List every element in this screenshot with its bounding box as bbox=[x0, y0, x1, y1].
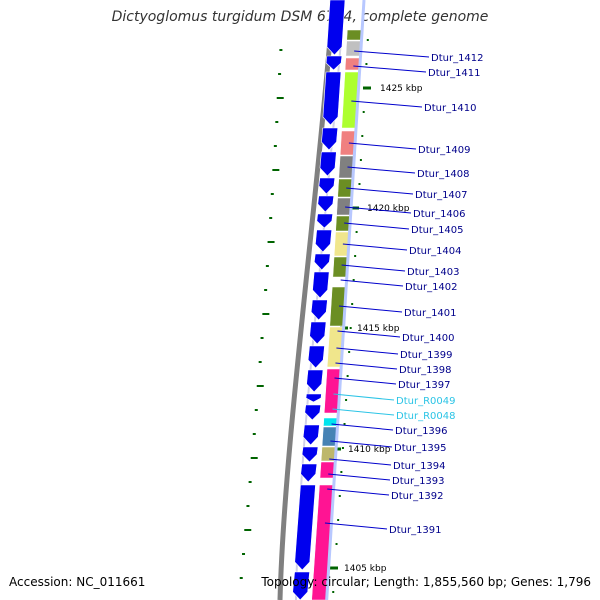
forward-cds-arrow bbox=[309, 321, 327, 345]
gene-label[interactable]: Dtur_1394 bbox=[393, 461, 446, 472]
forward-cds-arrow bbox=[312, 271, 330, 299]
gene-label[interactable]: Dtur_1406 bbox=[413, 209, 466, 220]
leader-line bbox=[324, 522, 388, 530]
forward-cds-arrow bbox=[300, 463, 318, 483]
leader-line bbox=[338, 305, 403, 313]
rail bbox=[325, 0, 366, 600]
leader-line bbox=[335, 362, 398, 370]
gene-label[interactable]: Dtur_1395 bbox=[394, 443, 447, 454]
gene-label[interactable]: Dtur_1393 bbox=[392, 476, 445, 487]
leader-line bbox=[328, 473, 391, 481]
gene-label[interactable]: Dtur_R0048 bbox=[396, 411, 455, 422]
leader-line bbox=[340, 279, 404, 287]
gene-label[interactable]: Dtur_1403 bbox=[407, 267, 460, 278]
leader-line bbox=[348, 142, 417, 150]
gene-label[interactable]: Dtur_1398 bbox=[399, 365, 452, 376]
cds-block bbox=[311, 484, 334, 600]
forward-cds-arrow bbox=[315, 229, 333, 253]
forward-strand-track bbox=[292, 0, 346, 600]
leader-line bbox=[337, 330, 401, 338]
leader-line bbox=[331, 423, 394, 431]
forward-cds-arrow bbox=[317, 195, 335, 213]
forward-cds-arrow bbox=[307, 345, 325, 369]
forward-cds-arrow bbox=[305, 393, 322, 403]
leader-line bbox=[353, 65, 427, 73]
leader-line bbox=[333, 393, 395, 401]
leader-line bbox=[351, 100, 423, 108]
gene-label[interactable]: Dtur_1405 bbox=[411, 225, 464, 236]
gene-label[interactable]: Dtur_1396 bbox=[395, 426, 448, 437]
leader-line bbox=[332, 408, 395, 416]
gene-label[interactable]: Dtur_1408 bbox=[417, 169, 470, 180]
gene-label[interactable]: Dtur_1407 bbox=[415, 190, 468, 201]
forward-cds-arrow bbox=[322, 71, 342, 126]
gene-label[interactable]: Dtur_1412 bbox=[431, 53, 484, 64]
gene-label[interactable]: Dtur_1402 bbox=[405, 282, 458, 293]
leader-line bbox=[336, 347, 399, 355]
gene-label[interactable]: Dtur_1401 bbox=[404, 308, 457, 319]
gene-label[interactable]: Dtur_1404 bbox=[409, 246, 462, 257]
cds-block bbox=[319, 461, 336, 479]
gene-label[interactable]: Dtur_1392 bbox=[391, 491, 444, 502]
scale-label-1415: 1415 kbp bbox=[357, 324, 400, 334]
gene-label[interactable]: Dtur_1409 bbox=[418, 145, 471, 156]
forward-cds-arrow bbox=[301, 446, 319, 463]
forward-cds-arrow bbox=[306, 369, 324, 393]
forward-cds-arrow bbox=[321, 127, 339, 151]
gene-label[interactable]: Dtur_1400 bbox=[402, 333, 455, 344]
forward-cds-arrow bbox=[326, 0, 346, 56]
cds-block bbox=[320, 446, 337, 462]
gene-label[interactable]: Dtur_1397 bbox=[398, 380, 451, 391]
gene-label[interactable]: Dtur_R0049 bbox=[396, 396, 455, 407]
scale-arc bbox=[237, 39, 283, 600]
cds-block bbox=[346, 29, 362, 41]
leader-line bbox=[329, 458, 392, 466]
forward-cds-arrow bbox=[319, 151, 337, 177]
forward-cds-arrow bbox=[316, 213, 334, 229]
leader-line bbox=[344, 222, 410, 230]
forward-cds-arrow bbox=[292, 571, 310, 600]
leader-line bbox=[341, 264, 406, 272]
leader-line bbox=[334, 377, 397, 385]
gene-label[interactable]: Dtur_1391 bbox=[389, 525, 442, 536]
gene-label[interactable]: Dtur_1411 bbox=[428, 68, 481, 79]
scale-label-1405: 1405 kbp bbox=[344, 564, 387, 574]
scale-label-1425: 1425 kbp bbox=[380, 84, 423, 94]
forward-cds-arrow bbox=[294, 484, 316, 571]
forward-cds-arrow bbox=[310, 299, 328, 321]
leader-line bbox=[347, 166, 416, 174]
leader-line bbox=[327, 488, 390, 496]
leader-line bbox=[346, 187, 414, 195]
cds-color-track bbox=[311, 0, 366, 600]
leader-line bbox=[354, 50, 430, 58]
scale-label-1410: 1410 kbp bbox=[348, 445, 391, 455]
forward-cds-arrow bbox=[302, 424, 320, 446]
leader-line bbox=[342, 243, 408, 251]
leader-line bbox=[330, 440, 393, 448]
gene-label-leaders bbox=[324, 50, 430, 530]
forward-cds-arrow bbox=[325, 55, 343, 71]
gene-label[interactable]: Dtur_1410 bbox=[424, 103, 477, 114]
cds-block bbox=[344, 57, 361, 71]
scale-label-1420: 1420 kbp bbox=[367, 204, 410, 214]
accession-text: Accession: NC_011661 bbox=[9, 575, 146, 589]
forward-cds-arrow bbox=[318, 177, 336, 195]
gene-label[interactable]: Dtur_1399 bbox=[400, 350, 453, 361]
forward-cds-arrow bbox=[313, 253, 331, 271]
gene-labels: Dtur_1412 Dtur_1411 Dtur_1410 Dtur_1409 … bbox=[389, 53, 484, 536]
topology-text: Topology: circular; Length: 1,855,560 bp… bbox=[261, 575, 591, 589]
forward-cds-arrow bbox=[304, 404, 322, 421]
leader-line bbox=[345, 206, 412, 214]
cds-block bbox=[345, 40, 361, 57]
map-title: Dictyoglomus turgidum DSM 6724, complete… bbox=[111, 9, 489, 25]
